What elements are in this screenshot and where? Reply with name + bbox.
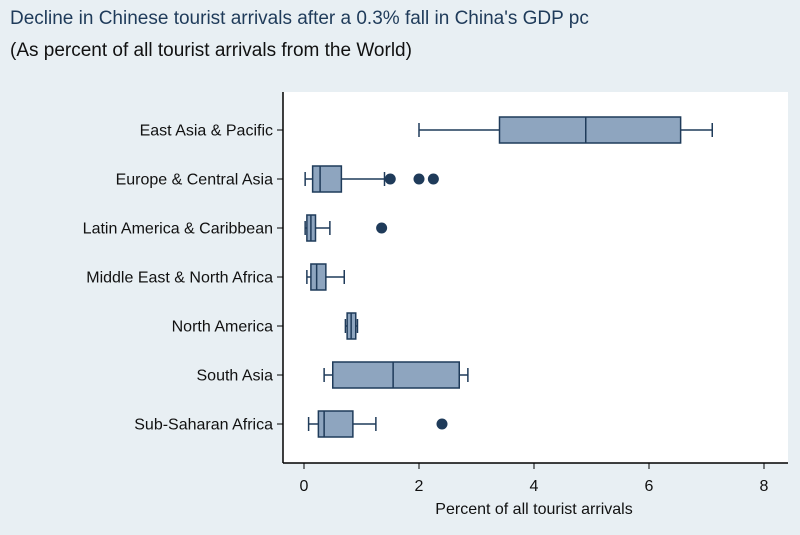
x-axis-title: Percent of all tourist arrivals xyxy=(435,501,632,518)
x-tick-label: 2 xyxy=(415,478,424,495)
boxes-layer xyxy=(304,116,713,438)
box-east-asia-pacific xyxy=(418,116,713,144)
chart-title: Decline in Chinese tourist arrivals afte… xyxy=(10,8,589,29)
outlier-point xyxy=(436,418,448,430)
outlier-point xyxy=(413,173,425,185)
category-label-latin-america-caribbean: Latin America & Caribbean xyxy=(83,221,273,238)
x-tick-label: 4 xyxy=(530,478,539,495)
x-tick-label: 8 xyxy=(760,478,769,495)
category-label-middle-east-north-africa: Middle East & North Africa xyxy=(86,270,273,287)
plot-area xyxy=(283,92,788,463)
category-labels: East Asia & Pacific Europe & Central Asia… xyxy=(83,123,283,434)
box-latin-america-caribbean xyxy=(304,214,388,242)
x-tick-label: 0 xyxy=(300,478,309,495)
box-north-america xyxy=(344,312,359,340)
category-label-north-america: North America xyxy=(172,319,273,336)
category-label-sub-saharan-africa: Sub-Saharan Africa xyxy=(134,417,273,434)
iqr-box xyxy=(332,361,460,389)
outlier-point xyxy=(384,173,396,185)
x-tick-label: 6 xyxy=(645,478,654,495)
box-middle-east-north-africa xyxy=(306,263,345,291)
outlier-point xyxy=(376,222,388,234)
outlier-point xyxy=(427,173,439,185)
category-label-east-asia-pacific: East Asia & Pacific xyxy=(140,123,273,140)
iqr-box xyxy=(311,165,343,193)
box-europe-central-asia xyxy=(304,165,439,193)
category-label-europe-central-asia: Europe & Central Asia xyxy=(116,172,274,189)
box-south-asia xyxy=(323,361,469,389)
iqr-box xyxy=(498,116,682,144)
box-sub-saharan-africa xyxy=(307,410,448,438)
chart-subtitle: (As percent of all tourist arrivals from… xyxy=(10,40,412,61)
x-ticks: 0 2 4 6 8 xyxy=(300,463,769,495)
iqr-box xyxy=(310,263,327,291)
category-label-south-asia: South Asia xyxy=(197,368,274,385)
